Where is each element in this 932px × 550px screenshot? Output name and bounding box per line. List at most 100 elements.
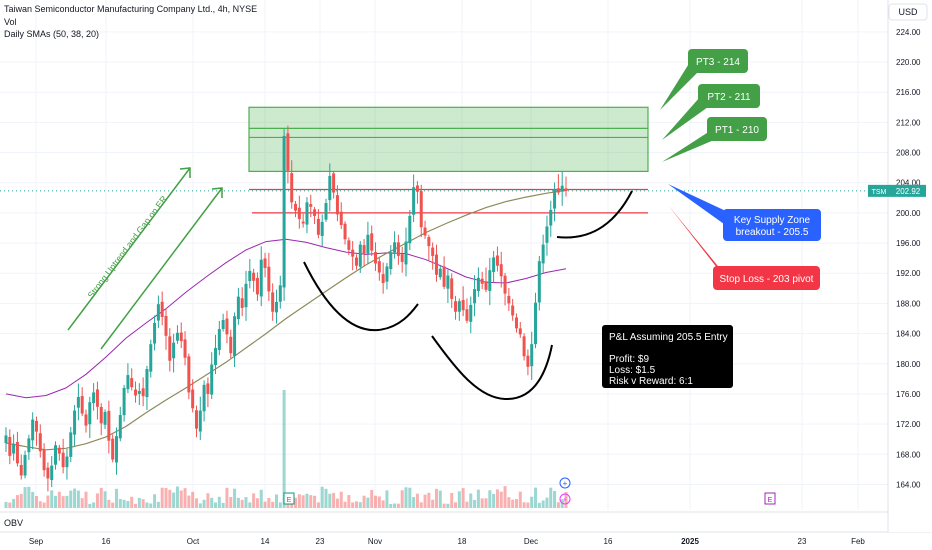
volume-bar — [69, 490, 73, 508]
time-tick-label: Oct — [187, 537, 200, 546]
pt1-callout-box — [707, 117, 767, 141]
candle-body — [339, 211, 343, 225]
candle-body — [134, 389, 138, 396]
volume-bar — [354, 501, 358, 508]
volume-bar — [23, 487, 27, 508]
volume-bar — [549, 487, 553, 508]
candle-body — [210, 364, 214, 395]
candle-body — [80, 396, 84, 414]
pt2-callout-pointer — [662, 97, 708, 140]
price-tick-label: 172.00 — [896, 420, 921, 429]
volume-bar — [194, 498, 198, 508]
volume-bar — [438, 490, 442, 508]
candle-body — [454, 301, 458, 312]
price-tick-label: 220.00 — [896, 58, 921, 67]
candle-body — [476, 277, 480, 292]
volume-bar — [415, 493, 419, 508]
symbol-tag-text: TSM — [872, 189, 887, 196]
candle-body — [217, 329, 221, 350]
supply-callout-text: Key Supply Zone — [734, 215, 811, 226]
candle-body — [461, 299, 465, 311]
candle-body — [404, 241, 408, 265]
candle-body — [526, 355, 530, 367]
volume-bar — [76, 490, 80, 508]
volume-bar — [370, 489, 374, 508]
candle-body — [156, 304, 160, 321]
volume-bar — [221, 502, 225, 508]
candle-body — [503, 275, 507, 294]
volume-bar — [480, 498, 484, 508]
candle-body — [19, 464, 23, 476]
volume-bar — [88, 503, 92, 508]
volume-bar — [537, 502, 541, 508]
volume-bar — [164, 488, 168, 508]
volume-bar — [130, 496, 134, 508]
pnl-line: P&L Assuming 205.5 Entry — [609, 332, 728, 343]
candle-body — [309, 204, 313, 207]
price-tick-label: 176.00 — [896, 390, 921, 399]
candle-body — [282, 135, 286, 288]
volume-bar — [126, 501, 130, 508]
candle-body — [534, 302, 538, 345]
volume-bar — [229, 496, 233, 508]
candle-body — [57, 447, 61, 454]
price-tick-label: 208.00 — [896, 149, 921, 158]
volume-bar — [183, 488, 187, 508]
volume-bar — [511, 499, 515, 508]
volume-bar — [137, 497, 141, 508]
candle-body — [259, 259, 263, 297]
price-axis[interactable]: USD 164.00 168.00 172.00 176.00 180.00 184.00 1… — [868, 0, 932, 532]
candle-body — [469, 304, 473, 322]
pnl-box — [602, 325, 733, 388]
volume-bar — [282, 390, 286, 508]
volume-bar — [31, 491, 35, 508]
candle-body — [183, 339, 187, 358]
curve-head — [431, 335, 553, 401]
candle-body — [202, 384, 206, 412]
pt3-callout-pointer — [660, 62, 698, 110]
price-axis-bg — [889, 0, 932, 532]
candle-body — [114, 436, 118, 463]
candle-body — [374, 252, 378, 264]
candle-body — [370, 233, 374, 251]
volume-bar — [95, 493, 99, 508]
candle-body — [84, 414, 88, 426]
pt3-callout-text: PT3 - 214 — [696, 57, 740, 68]
volume-bar — [396, 503, 400, 508]
volume-bar — [488, 490, 492, 508]
volume-bar — [206, 493, 210, 508]
volume-bar — [465, 501, 469, 508]
volume-bar — [187, 495, 191, 508]
candle-body — [34, 420, 38, 432]
volume-bar — [15, 495, 19, 508]
candle-body — [233, 316, 237, 357]
obv-legend: OBV — [4, 518, 24, 528]
candle-body — [415, 185, 419, 192]
volume-bars — [4, 390, 568, 508]
candle-body — [229, 336, 233, 354]
candle-body — [286, 133, 290, 171]
price-tick-label: 200.00 — [896, 209, 921, 218]
add-event-icon — [559, 477, 571, 489]
volume-bar — [534, 487, 538, 508]
candle-body — [111, 438, 115, 460]
volume-bar — [217, 496, 221, 508]
volume-bar — [191, 491, 195, 508]
volume-bar — [541, 500, 545, 508]
volume-bar — [244, 497, 248, 508]
candle-body — [194, 410, 198, 429]
candle-body — [244, 283, 248, 308]
candle-body — [271, 292, 275, 312]
volume-bar — [389, 503, 393, 508]
candle-body — [507, 295, 511, 304]
price-tick-label: 164.00 — [896, 480, 921, 489]
candle-body — [473, 289, 477, 304]
candle-body — [488, 270, 492, 291]
candle-body — [267, 266, 271, 292]
volume-bar — [377, 496, 381, 508]
time-axis[interactable]: Sep 16 Oct 14 23 Nov 18 Dec 16 2025 23 Feb — [29, 534, 932, 550]
candle-body — [514, 317, 518, 329]
candle-body — [50, 465, 54, 481]
volume-bar — [4, 501, 8, 508]
